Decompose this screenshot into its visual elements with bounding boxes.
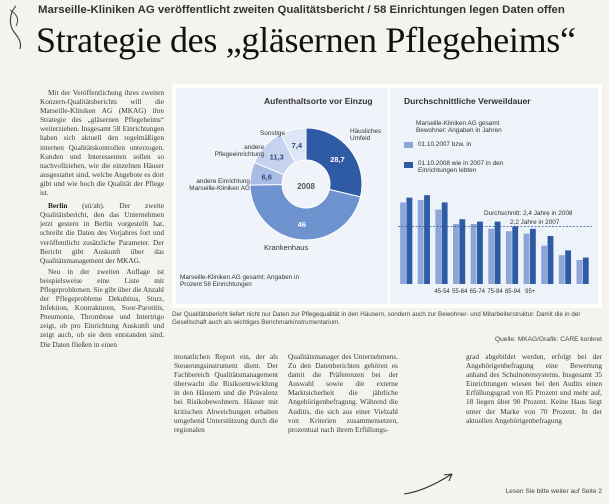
pie-slice — [249, 183, 362, 241]
article-headline: Strategie des „gläsernen Pflegeheims“ — [36, 20, 576, 60]
pie-slice — [305, 127, 363, 198]
legend-swatch-2007 — [404, 142, 413, 148]
bar-title: Durchschnittliche Verweildauer — [404, 96, 531, 106]
column-3-text: Qualitätsmanager des Unternehmens. Zu de… — [288, 352, 398, 434]
figure-caption: Der Qualitätsbericht liefert nicht nur D… — [172, 311, 581, 326]
bar-tick-label: 95+ — [525, 289, 536, 295]
avg-line-2008: Durchschnitt: 2,4 Jahre in 2008 — [484, 210, 573, 217]
bar-tick-label: 55-64 — [452, 289, 468, 295]
bar-mark — [459, 219, 466, 284]
pie-value-label: 28,7 — [330, 155, 345, 164]
bar-mark — [453, 224, 459, 284]
dateline: Berlin — [48, 201, 68, 211]
bar-mark — [488, 228, 495, 284]
column-2: monatlichen Report ein, der als Steuerun… — [174, 352, 278, 436]
figure-source: Quelle: MKAG/Grafik: CARE konkret — [495, 336, 602, 343]
legend-2008: 01.10.2008 wie in 2007 in den Einrichtun… — [418, 160, 504, 175]
bar-mark — [576, 260, 583, 284]
bar-mark — [477, 221, 483, 284]
bar-tick-label: 65-74 — [470, 289, 486, 295]
bar-tick-label: 75-84 — [487, 289, 503, 295]
bar-mark — [529, 228, 536, 284]
bar-mark — [441, 202, 448, 284]
label-krankenhaus: Krankenhaus — [264, 243, 309, 252]
pie-slice — [280, 127, 307, 164]
legend-2007: 01.10.2007 bzw. in — [418, 141, 472, 148]
pie-value-label: 6,6 — [261, 173, 271, 182]
bar-mark — [558, 255, 565, 284]
avg-line-2007: 2,2 Jahre in 2007 — [510, 219, 560, 226]
bar-mark — [565, 250, 572, 284]
bar-mark — [582, 257, 589, 284]
bar-mark — [406, 197, 413, 284]
arrow-icon — [403, 473, 453, 495]
infographic: 28,7 46 6,6 11,3 7,4 45-54 55-64 65-74 75-84 85-… — [172, 84, 602, 308]
body-paragraph-2: Neu in der zweiten Auflage ist beispiels… — [40, 266, 165, 349]
hook-icon — [9, 5, 22, 50]
bar-mark — [512, 226, 519, 284]
column-4: grad abgebildet werden, erfolgt bei der … — [466, 352, 602, 427]
bar-mark — [541, 245, 548, 284]
label-haeusliches: Häusliches Umfeld — [350, 128, 382, 143]
bar-mark — [505, 231, 512, 284]
bar-mark — [547, 236, 554, 284]
bar-mark — [523, 233, 530, 284]
legend-heading: Marseille-Kliniken AG gesamt Bewohner: A… — [416, 120, 502, 135]
infographic-svg: 28,7 46 6,6 11,3 7,4 45-54 55-64 65-74 75-84 85-… — [172, 84, 602, 308]
body-paragraph-1: Berlin (sti/ab). Der zweite Qualitätsber… — [40, 201, 164, 265]
pie-chart: 28,7 46 6,6 11,3 7,4 — [249, 127, 363, 241]
label-sonstige: Sonstige — [260, 130, 285, 137]
pie-value-label: 7,4 — [292, 141, 303, 150]
lead-column: Mit der Veröffentlichung ihres zweiten K… — [40, 88, 164, 351]
pie-center-label: 2008 — [297, 182, 315, 191]
bar-tick-label: 85-94 — [505, 289, 521, 295]
bar-mark — [470, 224, 477, 284]
label-andere-mkag: andere Einrichtung Marseille-Kliniken AG — [189, 178, 250, 193]
column-4-text: grad abgebildet werden, erfolgt bei der … — [466, 352, 602, 425]
bar-mark — [424, 195, 430, 284]
dateline-source: (sti/ab). — [82, 201, 105, 211]
column-3: Qualitätsmanager des Unternehmens. Zu de… — [288, 352, 398, 436]
column-2-text: monatlichen Report ein, der als Steuerun… — [174, 352, 278, 434]
continue-note: Lesen Sie bitte weiter auf Seite 2 — [505, 488, 602, 495]
body-text-1: Der zweite Qualitätsbericht, den das Unt… — [40, 201, 165, 265]
pie-value-label: 46 — [298, 220, 306, 229]
article-kicker: Marseille-Kliniken AG veröffentlicht zwe… — [38, 4, 565, 16]
bar-mark — [494, 221, 501, 284]
legend-swatch-2008 — [404, 162, 413, 168]
pie-title: Aufenthaltsorte vor Einzug — [264, 96, 373, 106]
bar-mark — [400, 202, 406, 284]
bar-chart: 45-54 55-64 65-74 75-84 85-94 95+ — [398, 195, 592, 295]
bar-tick-label: 45-54 — [434, 289, 450, 295]
bar-mark — [417, 200, 424, 284]
pie-value-label: 11,3 — [270, 153, 284, 162]
bar-mark — [435, 209, 442, 284]
label-andere-pflege: andere Pflegeeinrichtung — [214, 144, 264, 159]
lead-paragraph: Mit der Veröffentlichung ihres zweiten K… — [40, 88, 164, 198]
mkag-note: Marseille-Kliniken AG gesamt: Angaben in… — [180, 274, 299, 289]
